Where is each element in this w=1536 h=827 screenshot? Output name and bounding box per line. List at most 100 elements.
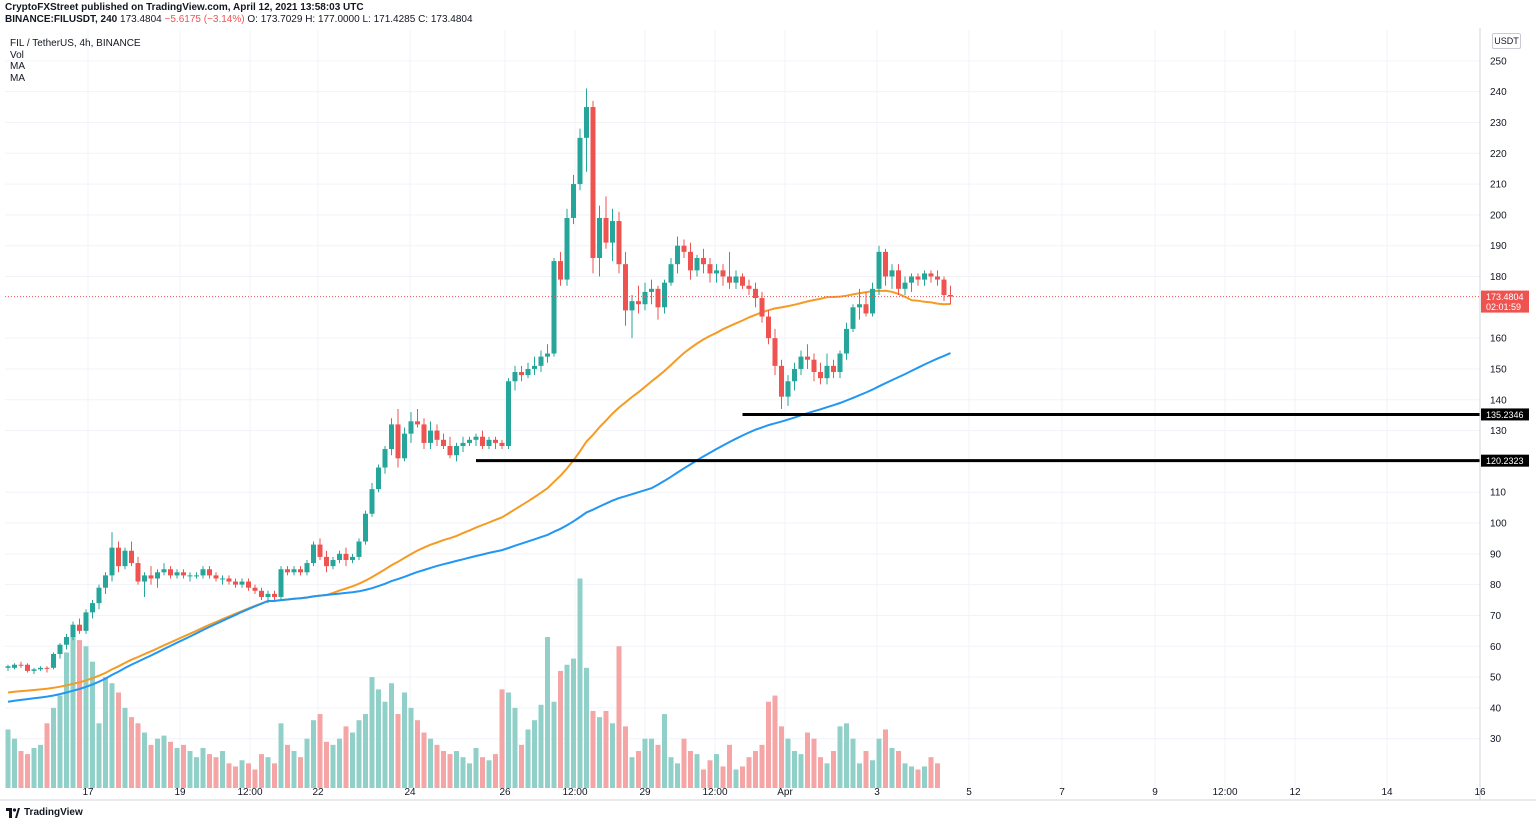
candle[interactable]: [304, 559, 310, 576]
candle[interactable]: [928, 270, 934, 283]
candle[interactable]: [707, 258, 713, 283]
candle[interactable]: [77, 618, 82, 634]
candle[interactable]: [616, 211, 622, 274]
candle[interactable]: [870, 282, 875, 317]
candle[interactable]: [25, 663, 30, 673]
candle[interactable]: [766, 310, 771, 345]
candle[interactable]: [883, 248, 888, 286]
candle[interactable]: [239, 578, 245, 588]
tradingview-logo[interactable]: TradingView: [6, 807, 83, 818]
candle[interactable]: [603, 196, 609, 249]
candle[interactable]: [493, 436, 498, 450]
candle[interactable]: [941, 276, 947, 302]
candle[interactable]: [12, 663, 17, 670]
candle[interactable]: [454, 442, 459, 462]
candle[interactable]: [291, 566, 297, 576]
candle[interactable]: [675, 236, 680, 274]
candle[interactable]: [831, 359, 836, 379]
candle[interactable]: [746, 279, 752, 295]
candle[interactable]: [720, 264, 726, 286]
legend-vol[interactable]: Vol: [10, 49, 24, 61]
candle[interactable]: [181, 569, 186, 579]
candle[interactable]: [551, 258, 557, 357]
candle[interactable]: [655, 285, 661, 320]
candle[interactable]: [44, 666, 50, 673]
candle[interactable]: [343, 547, 349, 567]
candle[interactable]: [948, 285, 953, 305]
candle[interactable]: [785, 375, 791, 406]
candle[interactable]: [701, 248, 706, 274]
candle[interactable]: [668, 258, 674, 286]
candle[interactable]: [5, 664, 11, 671]
candle[interactable]: [499, 439, 505, 450]
candle[interactable]: [564, 208, 570, 286]
candle[interactable]: [824, 353, 830, 385]
candle[interactable]: [467, 436, 472, 446]
candle[interactable]: [408, 412, 414, 443]
candle[interactable]: [265, 590, 271, 604]
candle[interactable]: [857, 288, 862, 320]
candle[interactable]: [317, 538, 323, 560]
candle[interactable]: [636, 285, 641, 314]
time-axis[interactable]: 17 19 12:00 22 24 26 12:00 29 12:00 Apr 3 5 7 9 12:00 1…: [82, 787, 1486, 798]
candle[interactable]: [779, 359, 784, 409]
candle[interactable]: [428, 421, 433, 450]
candle[interactable]: [805, 344, 810, 369]
candle[interactable]: [83, 609, 89, 634]
candle[interactable]: [187, 572, 193, 582]
candle[interactable]: [538, 350, 544, 373]
candle[interactable]: [460, 436, 466, 453]
candle[interactable]: [259, 587, 264, 601]
candle[interactable]: [714, 264, 719, 283]
candle[interactable]: [473, 433, 479, 446]
candle[interactable]: [18, 661, 24, 668]
candle[interactable]: [96, 584, 102, 610]
candle[interactable]: [915, 273, 921, 286]
candle[interactable]: [584, 88, 589, 172]
candle[interactable]: [441, 433, 446, 450]
candle[interactable]: [350, 553, 355, 564]
candle[interactable]: [571, 174, 576, 225]
candle[interactable]: [356, 538, 362, 560]
candle[interactable]: [51, 652, 56, 670]
candle[interactable]: [597, 205, 602, 277]
candle[interactable]: [116, 541, 121, 573]
candle[interactable]: [545, 344, 550, 363]
price-axis[interactable]: 30 40 50 60 70 80 90 100 110 130 140 150 160 180 190 20…: [1490, 56, 1507, 745]
candle[interactable]: [109, 532, 115, 582]
candle[interactable]: [298, 566, 303, 576]
candle[interactable]: [324, 550, 329, 573]
candle[interactable]: [629, 294, 635, 339]
candle[interactable]: [226, 575, 232, 585]
candle[interactable]: [662, 279, 667, 314]
candle[interactable]: [415, 409, 420, 428]
candle[interactable]: [688, 242, 693, 280]
candle[interactable]: [233, 578, 238, 588]
candle[interactable]: [272, 590, 277, 601]
candle[interactable]: [863, 291, 869, 317]
candle[interactable]: [577, 128, 583, 191]
candle[interactable]: [194, 572, 199, 579]
candle[interactable]: [623, 251, 628, 326]
candle[interactable]: [733, 270, 739, 289]
candle[interactable]: [207, 566, 212, 579]
candle[interactable]: [837, 350, 843, 379]
candle[interactable]: [818, 362, 823, 385]
candle[interactable]: [64, 633, 69, 650]
candle[interactable]: [155, 569, 160, 588]
candle[interactable]: [889, 264, 895, 289]
candle[interactable]: [31, 667, 37, 674]
candle[interactable]: [122, 547, 128, 570]
candle[interactable]: [376, 464, 381, 493]
candle[interactable]: [902, 276, 908, 295]
candle[interactable]: [389, 418, 394, 456]
candle[interactable]: [811, 353, 817, 382]
candle[interactable]: [525, 362, 531, 379]
candle[interactable]: [896, 264, 901, 295]
legend-ma-fast[interactable]: MA: [10, 61, 25, 72]
candle[interactable]: [142, 572, 147, 597]
candle[interactable]: [311, 541, 316, 567]
candle[interactable]: [57, 643, 63, 659]
candle[interactable]: [90, 600, 95, 619]
